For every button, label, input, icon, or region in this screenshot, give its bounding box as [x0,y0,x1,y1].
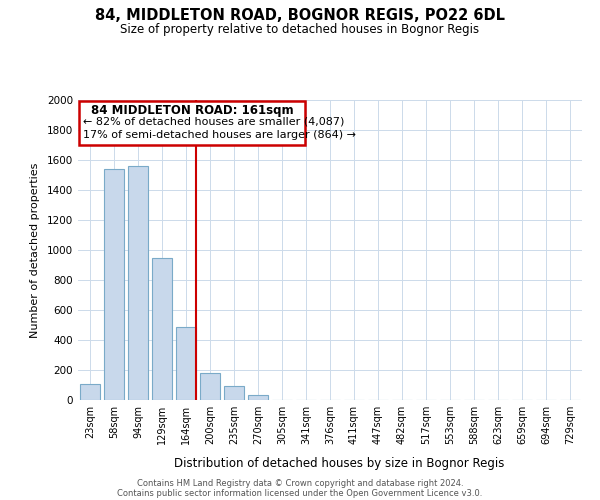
Bar [248,395,268,400]
Y-axis label: Number of detached properties: Number of detached properties [30,162,40,338]
Text: ← 82% of detached houses are smaller (4,087): ← 82% of detached houses are smaller (4,… [83,116,344,126]
Bar [224,386,244,400]
Bar [80,384,100,400]
Bar [152,258,172,400]
Bar [104,169,124,400]
Text: 84 MIDDLETON ROAD: 161sqm: 84 MIDDLETON ROAD: 161sqm [91,104,293,117]
Bar [176,326,196,400]
Text: Size of property relative to detached houses in Bognor Regis: Size of property relative to detached ho… [121,22,479,36]
Text: 84, MIDDLETON ROAD, BOGNOR REGIS, PO22 6DL: 84, MIDDLETON ROAD, BOGNOR REGIS, PO22 6… [95,8,505,22]
Text: Contains HM Land Registry data © Crown copyright and database right 2024.: Contains HM Land Registry data © Crown c… [137,478,463,488]
Bar [200,373,220,400]
FancyBboxPatch shape [79,101,305,145]
Bar [128,166,148,400]
Text: 17% of semi-detached houses are larger (864) →: 17% of semi-detached houses are larger (… [83,130,356,140]
Text: Contains public sector information licensed under the Open Government Licence v3: Contains public sector information licen… [118,488,482,498]
Text: Distribution of detached houses by size in Bognor Regis: Distribution of detached houses by size … [174,458,504,470]
